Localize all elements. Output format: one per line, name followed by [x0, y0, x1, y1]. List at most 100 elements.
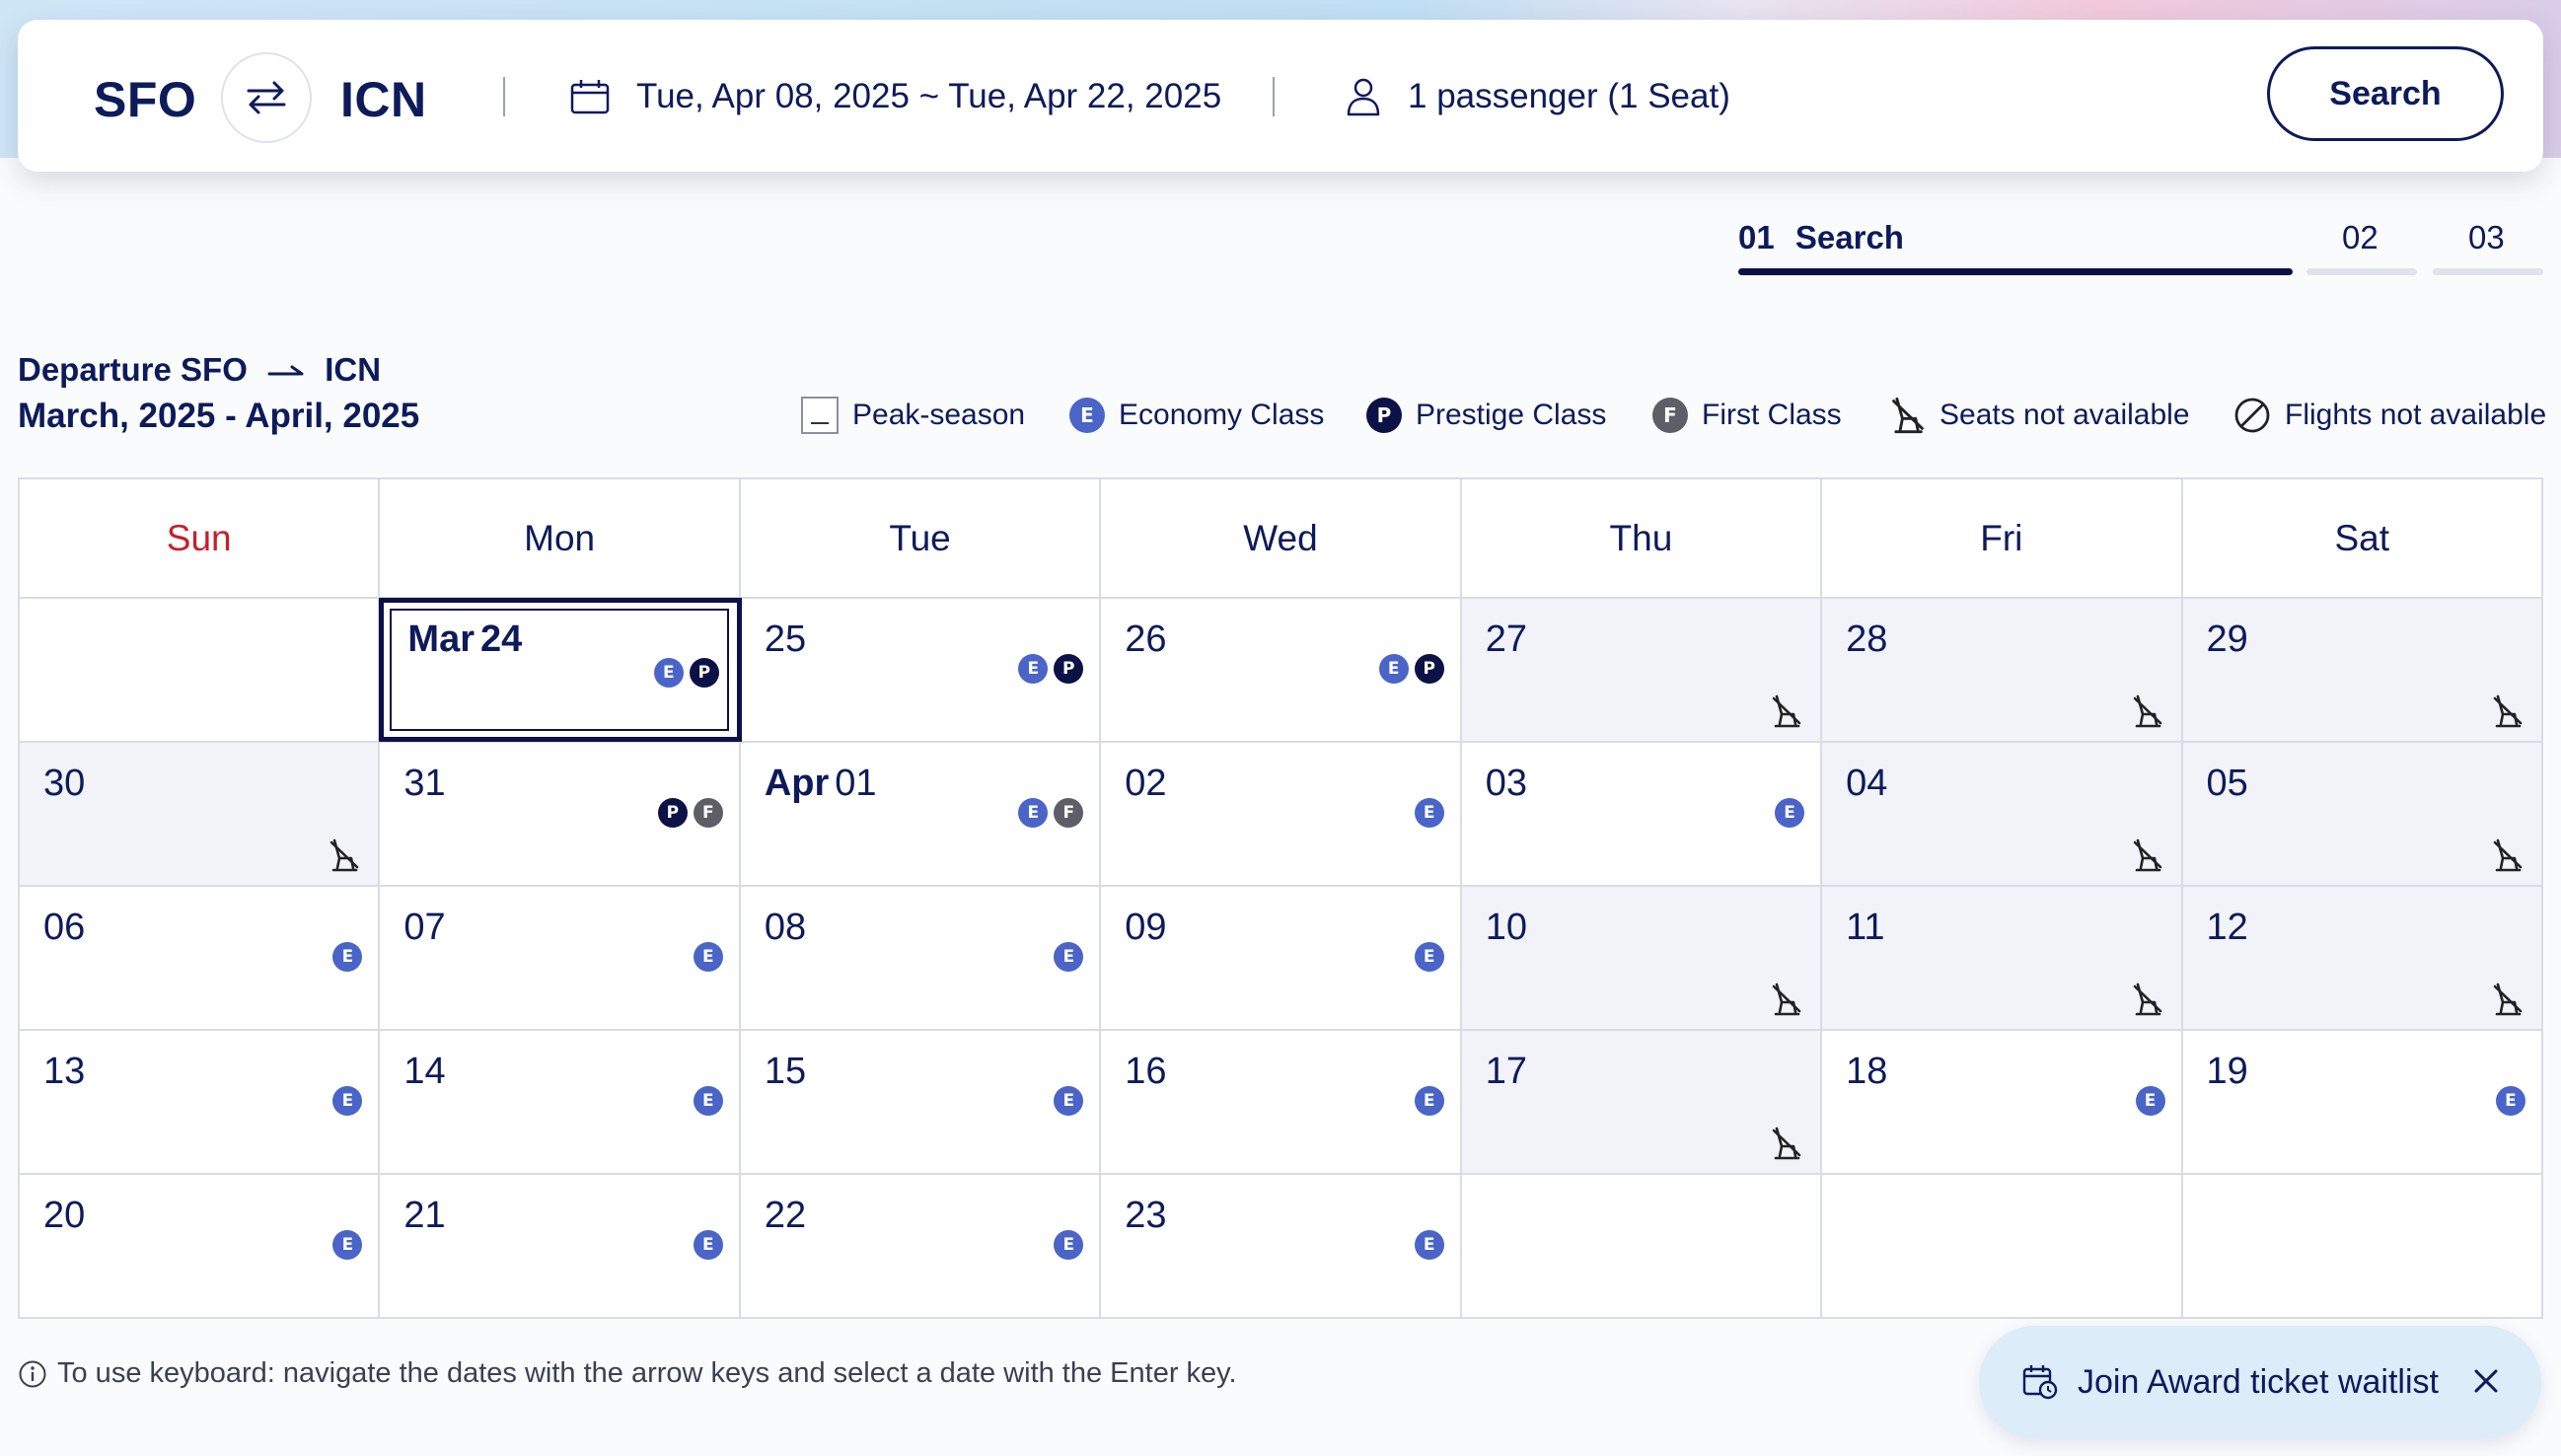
economy-badge: E: [1054, 942, 1084, 972]
seat-unavailable-icon: [2493, 983, 2523, 1016]
day-number: 09: [1125, 907, 1166, 949]
day-label: 22: [764, 1195, 807, 1236]
calendar-day-cell[interactable]: 09 E: [1101, 887, 1462, 1029]
economy-badge: E: [332, 1230, 363, 1260]
weekday-header: Tue: [741, 479, 1102, 597]
calendar-week-row: 13 E 14 E 15 E 16 E 17 18 E 19 E: [20, 1031, 2541, 1175]
calendar-day-cell[interactable]: Apr 01 E F: [740, 743, 1102, 885]
legend-prestige-label: Prestige Class: [1416, 399, 1607, 431]
calendar-empty-cell: [1822, 1175, 2183, 1317]
day-number: 14: [403, 1051, 445, 1093]
departure-title: Departure SFO ICN: [18, 351, 381, 389]
calendar-day-cell[interactable]: 23 E: [1101, 1175, 1462, 1317]
fare-class-badges: E: [1054, 942, 1084, 972]
economy-badge: E: [1414, 798, 1444, 828]
day-label: 06: [43, 907, 86, 948]
calendar-day-cell[interactable]: 08 E: [740, 887, 1102, 1029]
calendar-empty-cell: [20, 599, 381, 741]
destination-airport[interactable]: ICN: [340, 72, 427, 127]
calendar-day-cell[interactable]: 02 E: [1101, 743, 1462, 885]
seat-unavailable-icon: [1772, 1127, 1801, 1160]
calendar-week-row: Mar 24 E P 25 E P 26 E P 27 28 29: [20, 598, 2541, 743]
day-label: 30: [43, 763, 86, 804]
economy-badge: E: [1018, 798, 1049, 828]
calendar-day-cell[interactable]: 04: [1822, 743, 2183, 885]
prestige-badge: P: [1414, 654, 1444, 684]
day-number: 26: [1125, 619, 1166, 661]
seat-unavailable-icon: [1892, 397, 1924, 434]
peak-season-swatch: [801, 397, 839, 434]
fare-class-badges: E: [1054, 1230, 1084, 1260]
day-label: 26: [1125, 619, 1167, 660]
award-waitlist-button[interactable]: Join Award ticket waitlist: [1979, 1326, 2541, 1438]
swap-icon: [247, 81, 286, 114]
fare-class-badges: E: [693, 942, 723, 972]
day-label: 12: [2206, 907, 2248, 948]
calendar-clock-icon: [2022, 1365, 2058, 1400]
calendar-day-cell[interactable]: 20 E: [20, 1175, 381, 1317]
day-number: 28: [1846, 619, 1887, 661]
travel-dates-field[interactable]: Tue, Apr 08, 2025 ~ Tue, Apr 22, 2025: [636, 77, 1222, 115]
fare-class-badges: E: [2495, 1086, 2525, 1116]
calendar-day-cell[interactable]: 30: [20, 743, 381, 885]
search-button[interactable]: Search: [2267, 46, 2504, 141]
origin-airport[interactable]: SFO: [94, 72, 197, 127]
day-number: 16: [1125, 1051, 1166, 1093]
calendar-day-cell[interactable]: 06 E: [20, 887, 381, 1029]
calendar-day-cell[interactable]: 13 E: [20, 1031, 381, 1173]
calendar-day-cell[interactable]: 18 E: [1822, 1031, 2183, 1173]
calendar-day-cell[interactable]: 19 E: [2182, 1031, 2541, 1173]
calendar-day-cell[interactable]: 14 E: [380, 1031, 741, 1173]
calendar-day-cell[interactable]: 31 P F: [380, 743, 741, 885]
day-label: 19: [2206, 1051, 2248, 1092]
legend-prestige: P Prestige Class: [1366, 393, 1606, 438]
day-label: 25: [764, 619, 807, 660]
calendar-day-cell[interactable]: 26 E P: [1101, 599, 1462, 741]
calendar-day-cell[interactable]: 15 E: [740, 1031, 1102, 1173]
day-number: 22: [765, 1195, 806, 1237]
divider: [1273, 77, 1275, 116]
calendar-day-cell[interactable]: 16 E: [1101, 1031, 1462, 1173]
calendar-day-cell[interactable]: Mar 24 E P: [379, 598, 742, 742]
calendar-day-cell[interactable]: 25 E P: [740, 599, 1102, 741]
calendar-day-cell[interactable]: 28: [1822, 599, 2183, 741]
calendar-day-cell[interactable]: 17: [1461, 1031, 1823, 1173]
day-label: 03: [1485, 763, 1527, 804]
calendar-day-cell[interactable]: 10: [1461, 887, 1823, 1029]
calendar-day-cell[interactable]: 27: [1461, 599, 1823, 741]
day-number: 03: [1486, 763, 1527, 805]
day-number: 02: [1125, 763, 1166, 805]
day-label: 05: [2206, 763, 2248, 804]
economy-badge: E: [2495, 1086, 2525, 1116]
legend-economy-label: Economy Class: [1119, 399, 1325, 431]
day-number: 08: [765, 907, 806, 949]
calendar-day-cell[interactable]: 21 E: [380, 1175, 741, 1317]
weekday-header: Sat: [2334, 517, 2390, 558]
day-number: 23: [1125, 1195, 1166, 1237]
calendar-day-cell[interactable]: 05: [2182, 743, 2541, 885]
calendar-day-cell[interactable]: 22 E: [740, 1175, 1102, 1317]
day-label: 31: [403, 763, 446, 804]
day-number: Apr 01: [765, 763, 877, 805]
month-range: March, 2025 - April, 2025: [18, 397, 420, 435]
swap-airports-button[interactable]: [221, 52, 312, 143]
fare-class-badges: E: [1414, 1086, 1444, 1116]
economy-badge: E: [1414, 942, 1444, 972]
legend-no-seats-label: Seats not available: [1939, 399, 2190, 431]
fare-class-badges: E: [332, 942, 363, 972]
month-label: Mar: [407, 619, 475, 660]
day-label: 08: [764, 907, 807, 948]
economy-badge: E: [693, 1086, 723, 1116]
calendar-day-cell[interactable]: 07 E: [380, 887, 741, 1029]
legend-peak-label: Peak-season: [852, 399, 1026, 431]
fare-class-badges: E: [1775, 798, 1805, 828]
day-number: 30: [43, 763, 85, 805]
calendar-day-cell[interactable]: 11: [1822, 887, 2183, 1029]
calendar-day-cell[interactable]: 29: [2182, 599, 2541, 741]
plane-arrow-icon: [267, 365, 304, 376]
close-icon[interactable]: [2470, 1365, 2502, 1397]
passenger-count-field[interactable]: 1 passenger (1 Seat): [1408, 77, 1730, 115]
calendar-day-cell[interactable]: 12: [2182, 887, 2541, 1029]
calendar-day-cell[interactable]: 03 E: [1461, 743, 1823, 885]
